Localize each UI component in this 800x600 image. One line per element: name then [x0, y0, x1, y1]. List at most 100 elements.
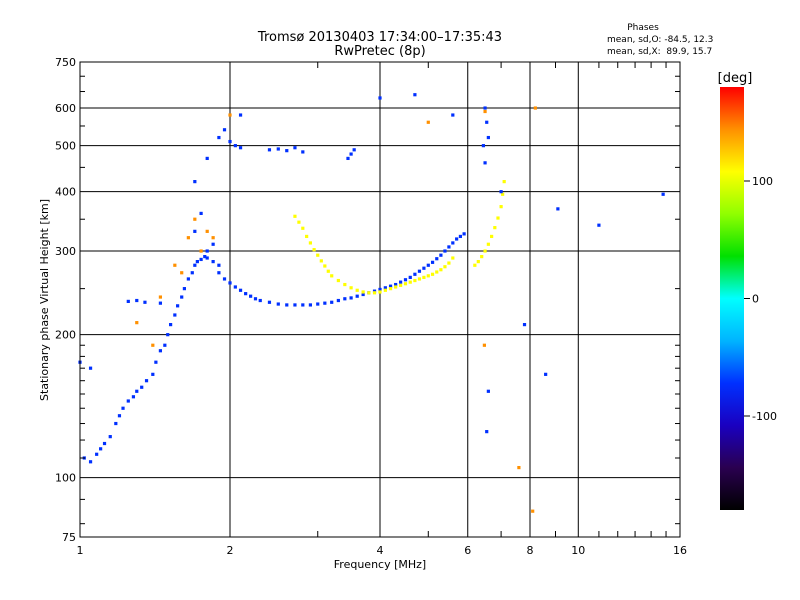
data-point: [173, 313, 177, 317]
data-point: [233, 144, 237, 148]
data-point: [355, 288, 359, 292]
stats-heading: Phases: [627, 23, 659, 33]
data-point: [276, 302, 280, 306]
data-point: [422, 275, 426, 279]
data-point: [193, 229, 197, 233]
y-tick-label: 400: [55, 186, 76, 199]
data-point: [499, 190, 503, 194]
data-point: [108, 435, 112, 439]
data-point: [267, 148, 272, 152]
chart-title: Tromsø 20130403 17:34:00–17:35:43: [257, 30, 502, 45]
data-point: [361, 292, 365, 297]
data-point: [205, 256, 209, 260]
data-point: [480, 254, 484, 259]
data-point: [439, 268, 443, 272]
data-point: [253, 297, 258, 301]
data-point: [117, 414, 122, 418]
y-tick-label: 100: [55, 472, 76, 485]
data-point: [430, 260, 435, 264]
data-point: [305, 234, 309, 239]
data-point: [293, 303, 297, 307]
data-point: [361, 290, 365, 294]
data-point: [483, 249, 487, 253]
data-point: [372, 291, 377, 295]
data-point: [228, 113, 232, 117]
data-point: [238, 146, 243, 150]
x-tick-label: 2: [227, 544, 234, 557]
data-point: [486, 389, 490, 393]
plot-frame: [79, 61, 681, 538]
data-point: [180, 295, 184, 299]
data-point: [343, 297, 347, 301]
data-point: [258, 298, 262, 303]
data-point: [451, 113, 455, 117]
data-point: [451, 256, 455, 260]
data-point: [285, 303, 289, 307]
colorbar-tick-label: 100: [752, 175, 773, 188]
data-point: [99, 447, 103, 451]
x-tick-label: 6: [464, 544, 471, 557]
data-point: [301, 226, 305, 230]
data-point: [267, 300, 272, 304]
data-point: [140, 385, 144, 389]
data-point: [394, 285, 398, 289]
data-point: [233, 285, 237, 289]
data-point: [319, 259, 323, 263]
chart-subtitle: RwPretec (8p): [334, 44, 425, 59]
data-point: [399, 283, 403, 287]
data-point: [403, 282, 408, 286]
data-point: [301, 150, 305, 154]
data-point: [455, 237, 459, 241]
data-point: [228, 139, 232, 144]
y-axis-ticks: 75 100 200 300 400 500 600 750: [55, 56, 680, 544]
data-point: [199, 211, 203, 216]
data-point: [244, 292, 248, 296]
data-point: [190, 271, 194, 275]
data-point: [413, 93, 417, 97]
data-point: [355, 294, 359, 298]
data-point: [186, 277, 190, 281]
data-point: [135, 321, 139, 325]
data-point: [435, 257, 439, 261]
data-point: [486, 135, 490, 140]
data-point: [501, 192, 505, 196]
data-point: [316, 302, 320, 306]
data-point: [544, 372, 548, 376]
data-point: [205, 156, 209, 161]
data-point: [394, 282, 398, 287]
data-point: [180, 271, 184, 275]
data-point: [443, 265, 447, 269]
data-point: [486, 242, 490, 246]
data-point: [211, 242, 215, 246]
data-point: [502, 180, 506, 184]
y-axis-label: Stationary phase Virtual Height [km]: [38, 199, 51, 401]
data-point: [323, 264, 327, 268]
data-point: [367, 291, 371, 295]
header: Tromsø 20130403 17:34:00–17:35:43 RwPret…: [257, 23, 713, 59]
data-point: [430, 272, 435, 276]
x-tick-label: 8: [527, 544, 534, 557]
data-point: [426, 120, 430, 124]
data-point: [222, 277, 227, 281]
data-point: [276, 147, 280, 151]
y-tick-label: 200: [55, 329, 76, 342]
grid: [80, 62, 680, 537]
data-point: [193, 217, 197, 221]
data-point: [293, 146, 297, 150]
data-point: [330, 274, 334, 278]
data-point: [158, 295, 163, 299]
data-point: [408, 280, 412, 284]
data-point: [158, 301, 163, 305]
data-point: [121, 406, 125, 410]
data-point: [195, 260, 199, 264]
data-point: [493, 226, 497, 230]
data-point: [293, 214, 297, 218]
y-tick-label: 500: [55, 140, 76, 153]
data-point: [301, 303, 305, 307]
data-point: [199, 249, 203, 253]
data-point: [496, 216, 500, 220]
data-point: [349, 296, 353, 300]
data-point: [217, 135, 221, 140]
data-point: [413, 278, 417, 283]
